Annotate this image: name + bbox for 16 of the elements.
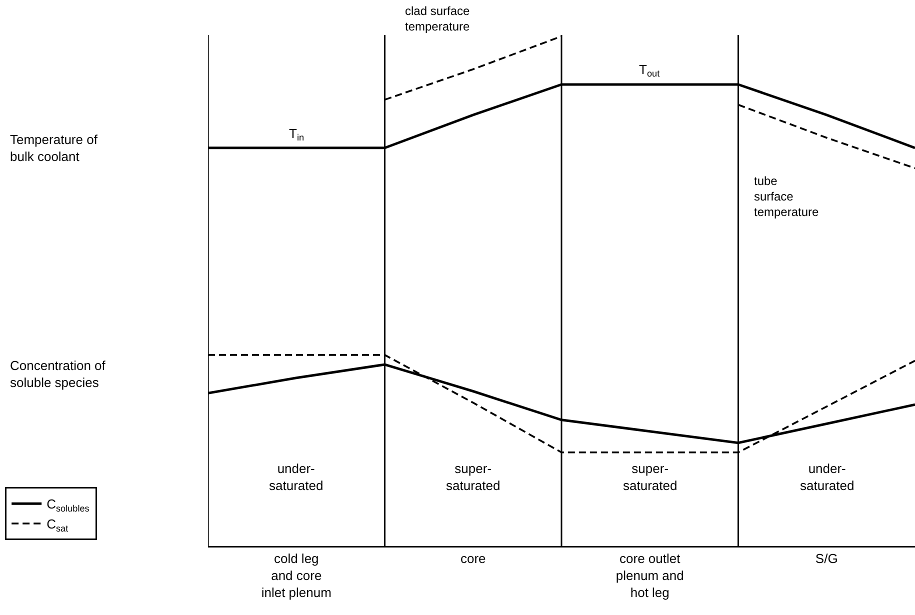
- annotation: super- saturated: [446, 461, 500, 493]
- annotation: T$_{in}$: [289, 126, 304, 143]
- annotation: under- saturated: [800, 461, 854, 493]
- annotation: super- saturated: [623, 461, 678, 493]
- x-tick-label: core outlet plenum and hot leg: [616, 551, 684, 600]
- x-tick-label: core: [460, 551, 486, 566]
- x-tick-label: cold leg and core inlet plenum: [261, 551, 332, 600]
- legend-label: C$_{solubles}$: [46, 496, 90, 514]
- legend-label: C$_{sat}$: [46, 516, 69, 534]
- y-axis-title: Concentration of soluble species: [10, 358, 106, 390]
- y-axis-title: Temperature of bulk coolant: [10, 132, 98, 164]
- text: clad surface temperature: [405, 4, 470, 34]
- annotation: under- saturated: [269, 461, 324, 493]
- annotation: tube surface temperature: [754, 174, 820, 220]
- x-tick-label: S/G: [815, 551, 838, 566]
- annotation: T$_{out}$: [639, 62, 660, 79]
